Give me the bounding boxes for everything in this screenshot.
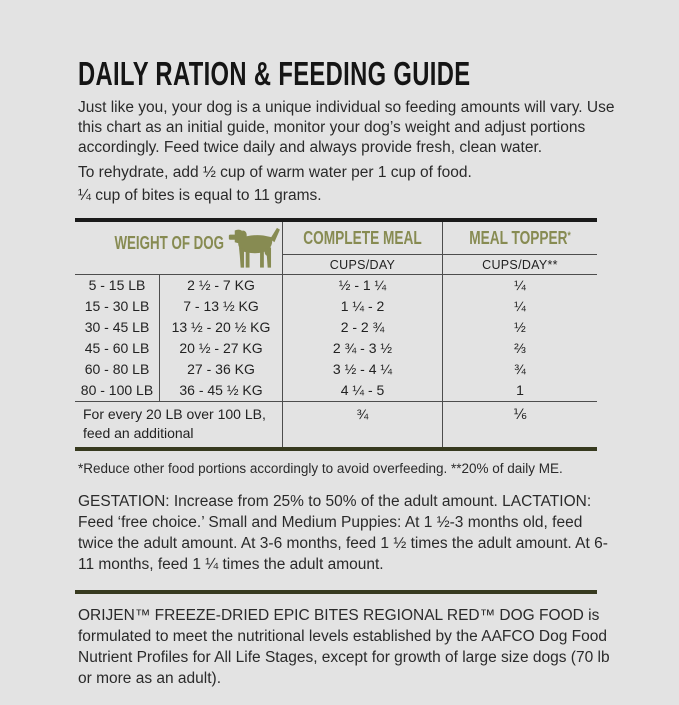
page-title: DAILY RATION & FEEDING GUIDE [78,55,471,92]
complete-meal-cell: 2 ¾ - 3 ½ [283,338,443,359]
label-content: DAILY RATION & FEEDING GUIDE Just like y… [75,0,620,705]
table-row: 15 - 30 LB 7 - 13 ½ KG 1 ¼ - 2 ¼ [75,296,597,317]
meal-topper-header-cell: MEAL TOPPER * CUPS/DAY** [443,222,597,274]
rehydrate-note: To rehydrate, add ½ cup of warm water pe… [78,164,472,181]
weight-kg-cell: 27 - 36 KG [160,359,283,380]
gestation-lactation-note: GESTATION: Increase from 25% to 50% of t… [78,492,608,573]
meal-topper-text: MEAL TOPPER [469,227,568,248]
weight-lb-cell: 30 - 45 LB [75,317,160,338]
complete-meal-cell: 1 ¼ - 2 [283,296,443,317]
meal-topper-cell: ½ [514,319,526,335]
overweight-extra-row: For every 20 LB over 100 LB, feed an add… [75,401,597,447]
feeding-table: WEIGHT OF DOG [75,218,597,451]
weight-of-dog-label: WEIGHT OF DOG [113,232,224,253]
extra-row-meal-value: ¾ [283,402,443,447]
weight-lb-cell: 5 - 15 LB [75,275,160,296]
weight-lb-cell: 15 - 30 LB [75,296,160,317]
complete-meal-cell: ½ - 1 ¼ [283,275,443,296]
weight-kg-cell: 13 ½ - 20 ½ KG [160,317,283,338]
aafco-statement: ORIJEN™ FREEZE-DRIED EPIC BITES REGIONAL… [78,607,610,687]
table-row: 5 - 15 LB 2 ½ - 7 KG ½ - 1 ¼ ¼ [75,275,597,296]
weight-lb-cell: 60 - 80 LB [75,359,160,380]
weight-kg-cell: 36 - 45 ½ KG [160,380,283,401]
meal-topper-asterisk: * [567,230,571,242]
meal-topper-cell: 1 [516,382,524,398]
complete-meal-label: COMPLETE MEAL [303,227,422,248]
table-footnote: *Reduce other food portions accordingly … [78,461,563,476]
complete-meal-cell: 3 ½ - 4 ¼ [283,359,443,380]
feeding-table-header: WEIGHT OF DOG [75,222,597,275]
complete-meal-cell: 4 ¼ - 5 [283,380,443,401]
meal-topper-cell: ¼ [514,277,526,293]
weight-kg-cell: 2 ½ - 7 KG [160,275,283,296]
meal-topper-subheader: CUPS/DAY** [443,254,597,274]
complete-meal-subheader: CUPS/DAY [283,254,442,274]
intro-text: Just like you, your dog is a unique indi… [78,99,615,156]
complete-meal-header-cell: COMPLETE MEAL CUPS/DAY [283,222,443,274]
table-row: 80 - 100 LB 36 - 45 ½ KG 4 ¼ - 5 1 [75,380,597,401]
table-body: 5 - 15 LB 2 ½ - 7 KG ½ - 1 ¼ ¼ 15 - 30 LB 7 -… [75,275,597,401]
weight-lb-cell: 80 - 100 LB [75,380,160,401]
complete-meal-cell: 2 - 2 ¾ [283,317,443,338]
meal-topper-label: MEAL TOPPER * [461,222,578,254]
weight-lb-cell: 45 - 60 LB [75,338,160,359]
dog-silhouette-icon [228,226,282,272]
table-row: 45 - 60 LB 20 ½ - 27 KG 2 ¾ - 3 ½ ⅔ [75,338,597,359]
meal-topper-cell: ⅔ [514,340,526,356]
extra-row-label: For every 20 LB over 100 LB, feed an add… [75,402,283,447]
meal-topper-cell: ¾ [514,361,526,377]
table-row: 30 - 45 LB 13 ½ - 20 ½ KG 2 - 2 ¾ ½ [75,317,597,338]
divider-rule [75,590,597,594]
bites-equivalence-note: ¼ cup of bites is equal to 11 grams. [78,187,322,204]
weight-kg-cell: 7 - 13 ½ KG [160,296,283,317]
feeding-guide-label: { "page": { "title": "DAILY RATION & FEE… [75,55,615,687]
weight-of-dog-header-cell: WEIGHT OF DOG [75,222,283,274]
meal-topper-cell: ¼ [514,298,526,314]
table-row: 60 - 80 LB 27 - 36 KG 3 ½ - 4 ¼ ¾ [75,359,597,380]
extra-row-topper-value: ⅙ [513,406,527,422]
weight-kg-cell: 20 ½ - 27 KG [160,338,283,359]
